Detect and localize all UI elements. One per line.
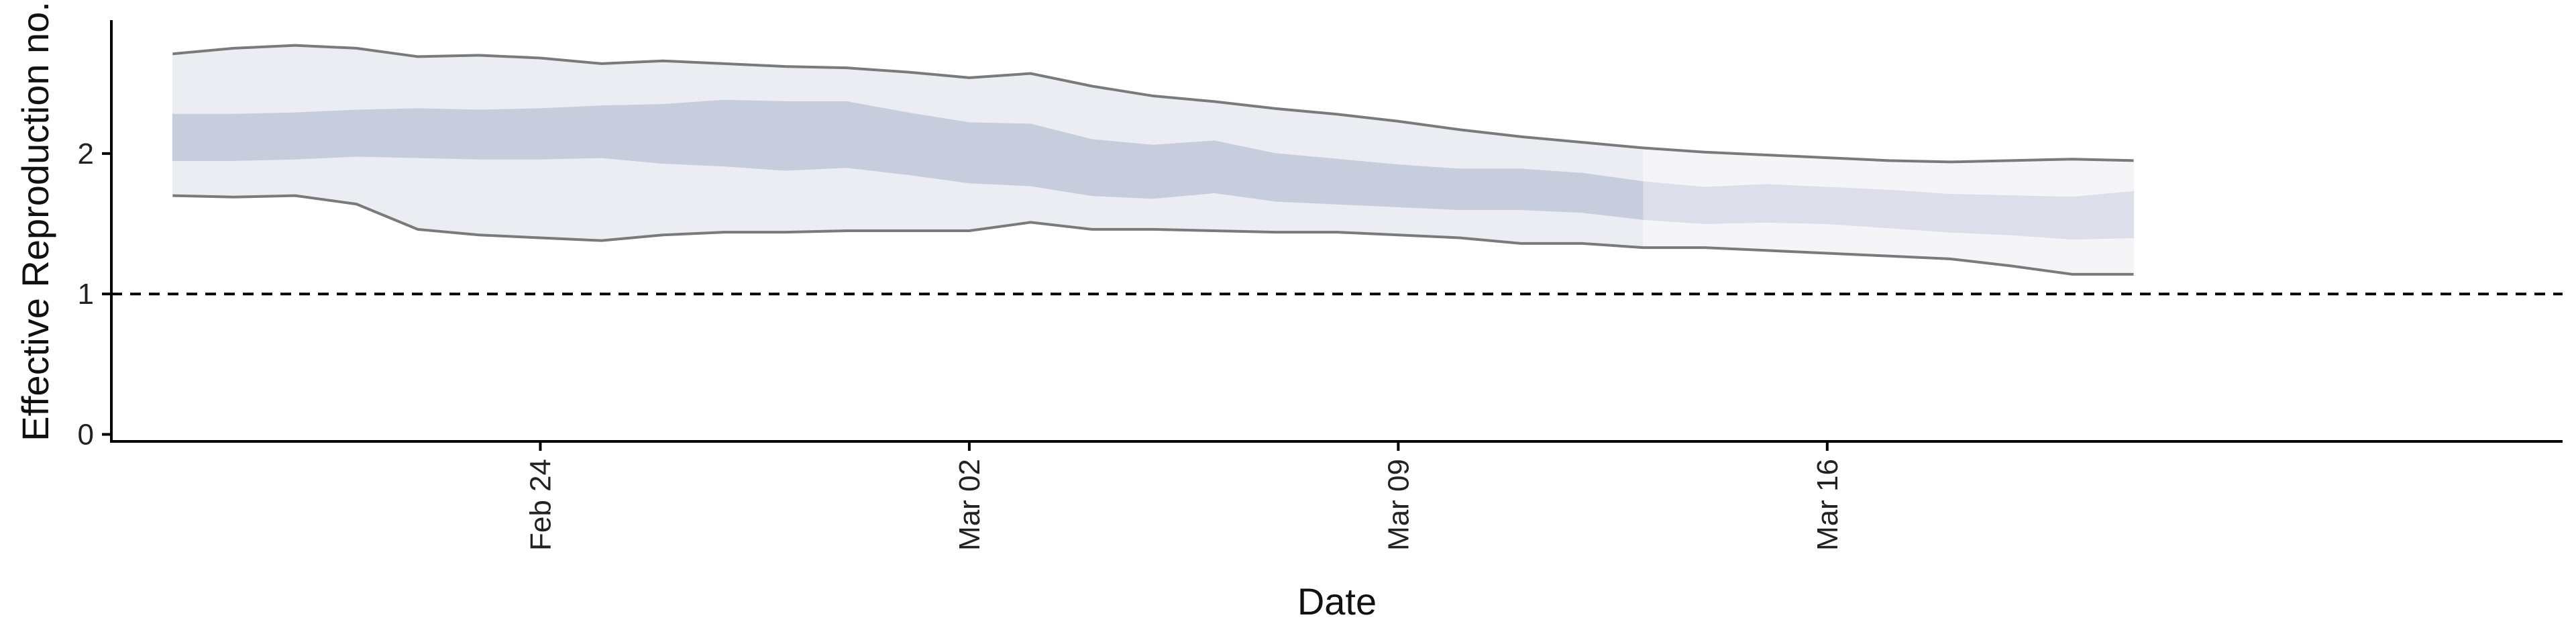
x-tick-label: Feb 24 bbox=[524, 459, 557, 551]
inner-band-segment bbox=[1397, 164, 1460, 211]
x-tick-label: Mar 16 bbox=[1811, 459, 1844, 551]
inner-band-segment bbox=[356, 108, 419, 158]
inner-band-segment bbox=[846, 101, 909, 175]
y-tick-label: 0 bbox=[78, 419, 94, 451]
inner-band-segment bbox=[417, 108, 480, 160]
inner-band-segment bbox=[1152, 140, 1215, 199]
inner-band-segment bbox=[539, 105, 602, 160]
inner-band-segment bbox=[478, 108, 541, 160]
x-tick-label: Mar 09 bbox=[1382, 459, 1415, 551]
inner-band-segment bbox=[724, 99, 786, 171]
x-tick-label: Mar 02 bbox=[953, 459, 986, 551]
inner-band-segment bbox=[1888, 189, 1950, 233]
inner-band-segment bbox=[1581, 172, 1644, 220]
inner-band-segment bbox=[1827, 186, 1889, 229]
inner-band-segment bbox=[908, 112, 970, 184]
inner-band-segment bbox=[1643, 181, 1705, 225]
x-ticks: Feb 24 Mar 02 Mar 09 Mar 16 bbox=[524, 441, 1844, 551]
bound-lines bbox=[172, 44, 2134, 276]
inner-band-segment bbox=[1336, 158, 1399, 207]
inner-band-segment bbox=[294, 109, 357, 160]
inner-band-segment bbox=[662, 99, 724, 167]
inner-band-segment bbox=[1459, 168, 1521, 211]
inner-band-segment bbox=[1949, 194, 2012, 235]
inner-band-segment bbox=[601, 104, 663, 164]
inner-band-segment bbox=[1765, 184, 1828, 225]
inner-band-segment bbox=[233, 112, 296, 161]
y-axis-label: Effective Reproduction no. bbox=[14, 1, 56, 441]
y-tick-label: 1 bbox=[78, 278, 94, 311]
inner-band-segment bbox=[1520, 168, 1582, 213]
upper-bound-line bbox=[172, 44, 2134, 164]
inner-band-segment bbox=[2072, 191, 2135, 240]
inner-band-segment bbox=[785, 101, 847, 171]
inner-band-segment bbox=[1091, 139, 1154, 199]
inner-band-segment bbox=[2010, 195, 2073, 240]
y-tick-label: 2 bbox=[78, 138, 94, 170]
lower-bound-line bbox=[172, 194, 2134, 276]
y-ticks: 0 1 2 bbox=[78, 138, 111, 451]
inner-band-segment bbox=[1275, 153, 1338, 205]
inner-band-segment bbox=[1704, 184, 1766, 225]
inner-band-segment bbox=[172, 113, 235, 161]
inner-band-segment bbox=[969, 122, 1031, 186]
bands bbox=[172, 45, 2135, 275]
x-axis-label: Date bbox=[1297, 580, 1377, 623]
